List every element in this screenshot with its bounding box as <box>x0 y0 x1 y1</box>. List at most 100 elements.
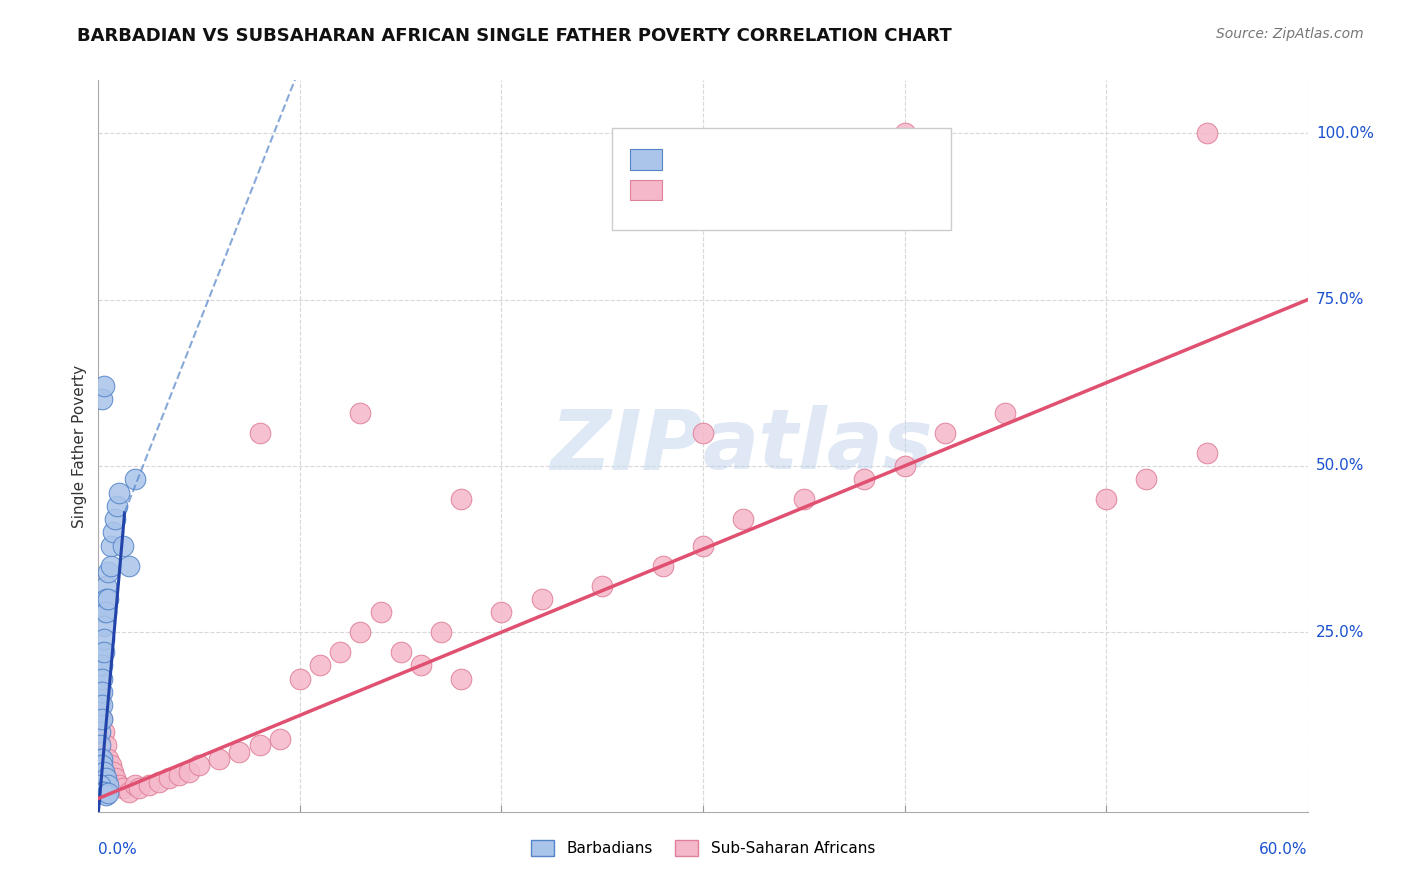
Point <box>107 485 129 500</box>
Point <box>349 406 371 420</box>
Point <box>1095 492 1118 507</box>
Point <box>188 758 211 772</box>
Point <box>994 406 1017 420</box>
Text: 25.0%: 25.0% <box>1316 624 1364 640</box>
Point <box>103 512 125 526</box>
Point <box>1195 445 1218 459</box>
Point <box>89 691 111 706</box>
Point <box>148 774 170 789</box>
Point <box>93 618 115 632</box>
Text: 50.0%: 50.0% <box>1316 458 1364 474</box>
Point <box>91 392 114 407</box>
Point <box>329 645 352 659</box>
Point <box>288 672 311 686</box>
FancyBboxPatch shape <box>613 128 950 230</box>
Point <box>893 127 915 141</box>
Point <box>249 738 271 752</box>
Point <box>93 764 115 779</box>
Point <box>389 645 412 659</box>
Point <box>91 758 114 772</box>
Point <box>93 379 115 393</box>
Point <box>96 738 118 752</box>
Point <box>91 712 114 726</box>
Point <box>89 712 111 726</box>
Point <box>97 778 120 792</box>
Point <box>111 781 134 796</box>
Point <box>89 778 111 792</box>
Point <box>138 778 160 792</box>
Point <box>733 512 755 526</box>
Point <box>96 788 118 802</box>
Point <box>93 632 115 646</box>
Point <box>450 672 472 686</box>
Text: R = 0.596   N = 46: R = 0.596 N = 46 <box>673 150 844 169</box>
Point <box>89 725 111 739</box>
Point <box>430 625 453 640</box>
Text: atlas: atlas <box>703 406 934 486</box>
Point <box>228 745 250 759</box>
Point <box>93 785 115 799</box>
Point <box>89 658 111 673</box>
Point <box>89 672 111 686</box>
Point <box>93 725 115 739</box>
Point <box>91 698 114 713</box>
Point <box>167 768 190 782</box>
Point <box>101 525 124 540</box>
Point <box>103 772 125 786</box>
Point <box>97 751 120 765</box>
Text: R = 0.529   N = 52: R = 0.529 N = 52 <box>673 181 845 199</box>
Point <box>91 645 114 659</box>
Point <box>124 778 146 792</box>
Point <box>96 605 118 619</box>
Text: ZIP: ZIP <box>550 406 703 486</box>
Point <box>97 591 120 606</box>
Point <box>128 781 150 796</box>
Point <box>269 731 291 746</box>
Point <box>105 499 128 513</box>
Point <box>100 558 122 573</box>
FancyBboxPatch shape <box>630 149 662 169</box>
Point <box>91 712 114 726</box>
Point <box>893 458 915 473</box>
Text: 0.0%: 0.0% <box>98 842 138 857</box>
Point <box>450 492 472 507</box>
Point <box>91 751 114 765</box>
Point <box>1135 472 1157 486</box>
Point <box>249 425 271 440</box>
Point <box>100 758 122 772</box>
Text: 75.0%: 75.0% <box>1316 293 1364 307</box>
Point <box>409 658 432 673</box>
Point <box>107 778 129 792</box>
Y-axis label: Single Father Poverty: Single Father Poverty <box>72 365 87 527</box>
Point <box>89 764 111 779</box>
Point <box>793 492 815 507</box>
Point <box>91 658 114 673</box>
Point <box>91 685 114 699</box>
Point <box>692 425 714 440</box>
Point <box>934 425 956 440</box>
Point <box>91 672 114 686</box>
Text: BARBADIAN VS SUBSAHARAN AFRICAN SINGLE FATHER POVERTY CORRELATION CHART: BARBADIAN VS SUBSAHARAN AFRICAN SINGLE F… <box>77 27 952 45</box>
FancyBboxPatch shape <box>630 180 662 200</box>
Point <box>100 539 122 553</box>
Point <box>96 772 118 786</box>
Point <box>89 698 111 713</box>
Text: Source: ZipAtlas.com: Source: ZipAtlas.com <box>1216 27 1364 41</box>
Point <box>91 785 114 799</box>
Point <box>491 605 513 619</box>
Point <box>111 539 134 553</box>
Point <box>124 472 146 486</box>
Point <box>1195 127 1218 141</box>
Point <box>157 772 180 786</box>
Point <box>97 566 120 580</box>
Legend: Barbadians, Sub-Saharan Africans: Barbadians, Sub-Saharan Africans <box>524 834 882 863</box>
Point <box>118 558 141 573</box>
Point <box>96 579 118 593</box>
Point <box>93 605 115 619</box>
Point <box>530 591 553 606</box>
Point <box>208 751 231 765</box>
Point <box>118 785 141 799</box>
Point <box>853 472 876 486</box>
Point <box>93 645 115 659</box>
Point <box>89 738 111 752</box>
